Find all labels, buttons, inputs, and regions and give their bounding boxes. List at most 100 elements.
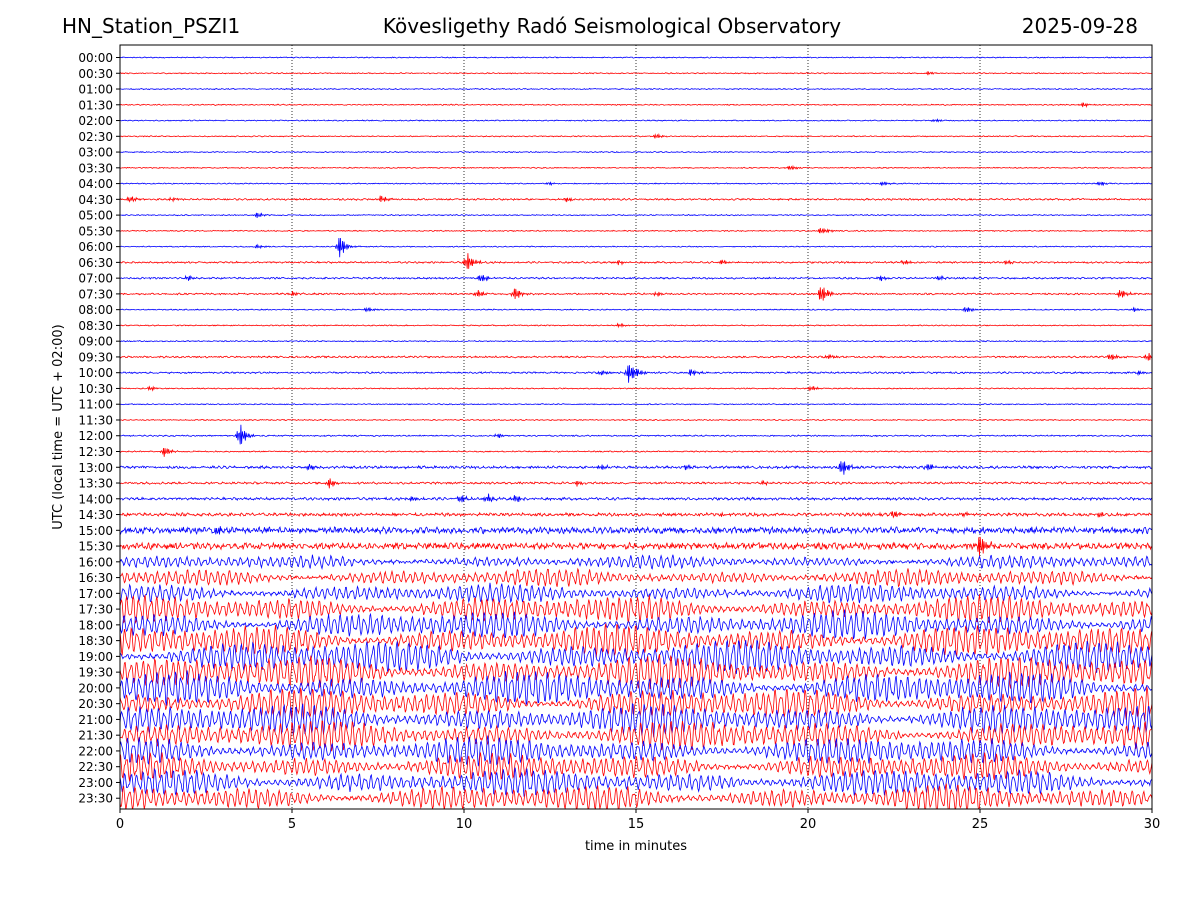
y-tick-label: 13:00 [78, 461, 113, 475]
trace-1430 [120, 510, 1152, 519]
trace-1830 [120, 623, 1152, 658]
y-tick-label: 23:30 [78, 792, 113, 806]
trace-1500 [120, 525, 1152, 536]
trace-0900 [120, 340, 1152, 343]
y-tick-label: 13:30 [78, 477, 113, 491]
trace-0000 [120, 56, 1152, 59]
y-axis-label: UTC (local time = UTC + 02:00) [51, 324, 66, 529]
trace-0100 [120, 87, 1152, 91]
x-axis-label: time in minutes [585, 839, 687, 854]
y-tick-label: 06:30 [78, 256, 113, 270]
y-tick-label: 01:00 [78, 83, 113, 97]
trace-0530 [120, 227, 1152, 234]
trace-0030 [120, 70, 1152, 76]
y-tick-label: 01:30 [78, 98, 113, 112]
y-tick-label: 21:30 [78, 729, 113, 743]
trace-0130 [120, 101, 1152, 109]
x-tick-label: 15 [628, 817, 645, 832]
trace-1630 [120, 567, 1152, 588]
trace-1800 [120, 609, 1152, 640]
y-tick-label: 10:30 [78, 382, 113, 396]
y-tick-label: 03:30 [78, 161, 113, 175]
y-tick-label: 09:00 [78, 335, 113, 349]
y-tick-label: 00:30 [78, 67, 113, 81]
y-tick-label: 05:30 [78, 224, 113, 238]
trace-1300 [120, 461, 1152, 475]
y-tick-label: 12:00 [78, 429, 113, 443]
trace-0330 [120, 164, 1152, 171]
x-axis-ticks: 0 5 10 15 20 25 30 [116, 809, 1160, 832]
y-tick-label: 22:00 [78, 744, 113, 758]
trace-0600 [120, 237, 1152, 258]
trace-1030 [120, 385, 1152, 392]
y-tick-label: 15:30 [78, 540, 113, 554]
trace-1100 [120, 403, 1152, 406]
trace-1230 [120, 447, 1152, 457]
y-tick-label: 23:00 [78, 776, 113, 790]
y-tick-label: 08:30 [78, 319, 113, 333]
trace-1200 [120, 424, 1152, 445]
trace-0200 [120, 118, 1152, 123]
y-tick-label: 09:30 [78, 350, 113, 364]
trace-2100 [120, 703, 1152, 738]
y-tick-label: 05:00 [78, 209, 113, 223]
x-tick-label: 0 [116, 817, 124, 832]
trace-1130 [120, 418, 1152, 422]
trace-1730 [120, 594, 1152, 625]
y-tick-label: 11:00 [78, 398, 113, 412]
y-tick-label: 08:00 [78, 303, 113, 317]
y-tick-label: 12:30 [78, 445, 113, 459]
trace-1000 [120, 365, 1152, 383]
x-tick-label: 10 [456, 817, 473, 832]
x-tick-label: 25 [972, 817, 989, 832]
trace-2330 [120, 783, 1152, 809]
trace-1400 [120, 493, 1152, 503]
y-tick-label: 19:00 [78, 650, 113, 664]
station-title: HN_Station_PSZI1 [62, 14, 241, 38]
trace-group [120, 56, 1152, 809]
y-tick-label: 07:30 [78, 287, 113, 301]
trace-2300 [120, 767, 1152, 797]
trace-0230 [120, 133, 1152, 139]
trace-0500 [120, 212, 1152, 219]
y-tick-label: 16:30 [78, 571, 113, 585]
y-tick-label: 20:30 [78, 697, 113, 711]
trace-0830 [120, 322, 1152, 329]
x-tick-label: 20 [800, 817, 817, 832]
y-tick-label: 06:00 [78, 240, 113, 254]
y-tick-label: 19:30 [78, 666, 113, 680]
trace-0800 [120, 306, 1152, 313]
trace-2000 [120, 670, 1152, 706]
y-tick-label: 20:00 [78, 681, 113, 695]
trace-0730 [120, 287, 1152, 301]
trace-2230 [120, 752, 1152, 782]
y-tick-label: 02:30 [78, 130, 113, 144]
y-tick-label: 11:30 [78, 413, 113, 427]
trace-0630 [120, 253, 1152, 269]
y-tick-label: 00:00 [78, 51, 113, 65]
trace-0430 [120, 195, 1152, 203]
y-tick-label: 14:30 [78, 508, 113, 522]
y-tick-label: 21:00 [78, 713, 113, 727]
y-tick-label: 15:00 [78, 524, 113, 538]
y-tick-label: 14:00 [78, 492, 113, 506]
x-tick-label: 5 [288, 817, 296, 832]
trace-0400 [120, 181, 1152, 187]
grid-lines [291, 45, 981, 809]
date-title: 2025-09-28 [1021, 14, 1138, 38]
y-tick-label: 16:00 [78, 555, 113, 569]
trace-0700 [120, 274, 1152, 282]
y-tick-label: 18:30 [78, 634, 113, 648]
y-tick-label: 17:30 [78, 603, 113, 617]
trace-1330 [120, 478, 1152, 489]
trace-2200 [120, 735, 1152, 767]
y-tick-label: 10:00 [78, 366, 113, 380]
trace-0930 [120, 353, 1152, 361]
y-tick-label: 17:00 [78, 587, 113, 601]
y-tick-label: 02:00 [78, 114, 113, 128]
y-tick-label: 04:00 [78, 177, 113, 191]
trace-1600 [120, 554, 1152, 571]
y-tick-label: 18:00 [78, 618, 113, 632]
